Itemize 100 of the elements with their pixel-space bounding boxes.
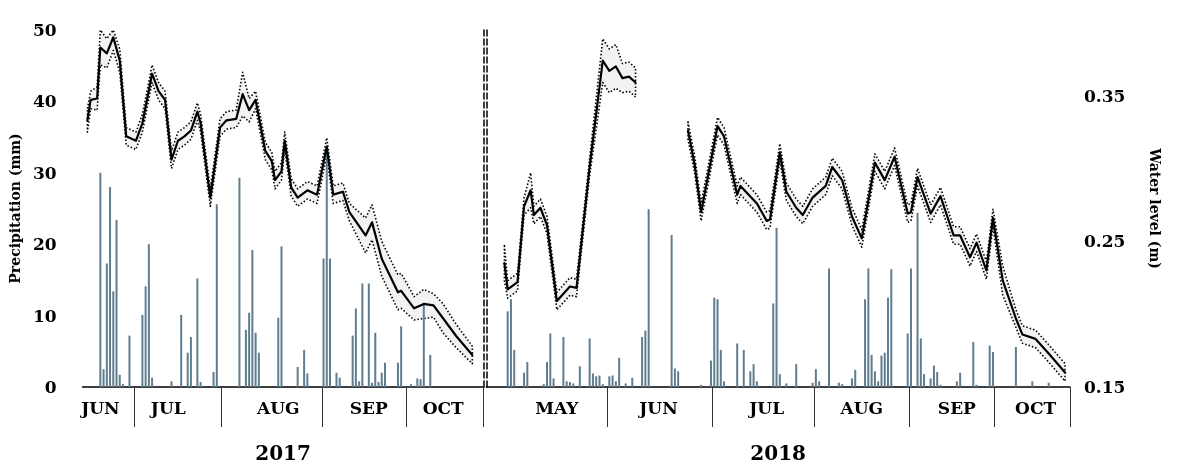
bar	[602, 384, 605, 387]
bar	[569, 382, 572, 387]
y-axis-title: Precipitation (mm)	[7, 133, 23, 284]
x-tick-label: JUL	[747, 397, 785, 418]
x-tick-label: OCT	[422, 397, 465, 418]
y2-axis-title: Water level (m)	[1147, 147, 1164, 269]
bar	[933, 365, 936, 387]
y-tick-label: 20	[32, 234, 57, 255]
bar	[910, 268, 913, 387]
y2-tick-label: 0.15	[1084, 377, 1126, 397]
bar	[429, 354, 432, 387]
bar	[785, 383, 788, 387]
bar	[598, 375, 601, 387]
bar	[959, 372, 962, 387]
bar	[1031, 381, 1034, 387]
bar	[916, 212, 919, 387]
bar	[552, 378, 555, 387]
bar	[647, 209, 650, 387]
bar	[1015, 347, 1018, 387]
bar	[815, 369, 818, 387]
x-tick-label: MAY	[535, 397, 580, 418]
bar	[772, 303, 775, 387]
bar	[828, 268, 831, 387]
bar	[510, 299, 513, 387]
x-tick-label: JUL	[148, 397, 186, 418]
x-tick-label: SEP	[938, 397, 977, 418]
bar	[115, 219, 118, 387]
bar	[880, 355, 883, 387]
bar	[383, 362, 386, 387]
bar	[854, 369, 857, 387]
bar	[890, 269, 893, 387]
bar	[354, 308, 357, 387]
bar	[713, 297, 716, 387]
bar	[367, 283, 370, 387]
bar	[572, 383, 575, 387]
bar	[752, 364, 755, 387]
bar	[196, 278, 199, 387]
bar	[128, 335, 131, 387]
x-tick-label: JUN	[79, 397, 120, 418]
bar	[743, 349, 746, 387]
bar	[170, 381, 173, 387]
y-tick-label: 0	[44, 377, 57, 397]
bar	[374, 332, 377, 387]
bar	[631, 377, 634, 387]
bar	[361, 283, 364, 387]
bar	[972, 342, 975, 387]
bar	[251, 249, 254, 387]
bar	[422, 303, 425, 387]
bar	[588, 338, 591, 387]
bar	[109, 187, 112, 387]
x-axis-title: 2017	[255, 441, 311, 465]
bar	[608, 376, 611, 387]
bar	[141, 314, 144, 387]
bar	[716, 299, 719, 387]
bar	[736, 343, 739, 387]
y-tick-label: 40	[32, 91, 57, 112]
bar	[562, 337, 565, 387]
bar	[549, 333, 552, 387]
bar	[215, 204, 218, 387]
bar	[416, 378, 419, 387]
x-tick-label: SEP	[349, 397, 389, 418]
bar	[400, 326, 403, 387]
bar	[975, 384, 978, 387]
bar	[988, 345, 991, 387]
bar	[296, 367, 299, 387]
bar	[749, 371, 752, 387]
bar	[625, 383, 628, 387]
bar	[611, 375, 614, 387]
y2-tick-label: 0.35	[1084, 85, 1126, 106]
x-tick-label: AUG	[839, 397, 884, 418]
bar	[670, 234, 673, 387]
bar	[147, 244, 150, 387]
bar	[870, 354, 873, 387]
bar	[303, 349, 306, 387]
x-tick-label: JUN	[637, 397, 679, 418]
bar	[189, 337, 192, 387]
y-tick-label: 10	[32, 305, 57, 326]
bar	[99, 172, 102, 387]
bar	[565, 381, 568, 387]
bar	[238, 177, 241, 387]
bar	[280, 246, 283, 387]
bar	[254, 332, 257, 387]
y-tick-label: 50	[32, 20, 57, 40]
x-tick-label: AUG	[255, 397, 300, 418]
x-tick-label: OCT	[1015, 397, 1057, 418]
x-axis-title: 2018	[750, 441, 807, 465]
bar	[644, 330, 647, 387]
y2-tick-label: 0.25	[1084, 231, 1126, 252]
bar	[409, 384, 412, 387]
bar	[199, 382, 202, 387]
bar	[867, 268, 870, 387]
bar	[618, 357, 621, 387]
bar	[795, 364, 798, 387]
bar	[338, 377, 341, 387]
bar	[700, 384, 703, 387]
bar	[180, 314, 183, 387]
bar	[526, 362, 529, 387]
bar	[775, 227, 778, 387]
y-tick-label: 30	[32, 162, 57, 183]
bar	[579, 366, 582, 387]
